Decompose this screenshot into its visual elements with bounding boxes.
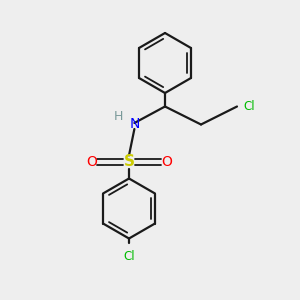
Text: O: O	[86, 155, 97, 169]
Text: N: N	[129, 118, 140, 131]
Text: Cl: Cl	[244, 100, 255, 113]
Text: O: O	[161, 155, 172, 169]
Text: H: H	[114, 110, 123, 123]
Text: S: S	[124, 154, 134, 169]
Text: Cl: Cl	[123, 250, 135, 263]
